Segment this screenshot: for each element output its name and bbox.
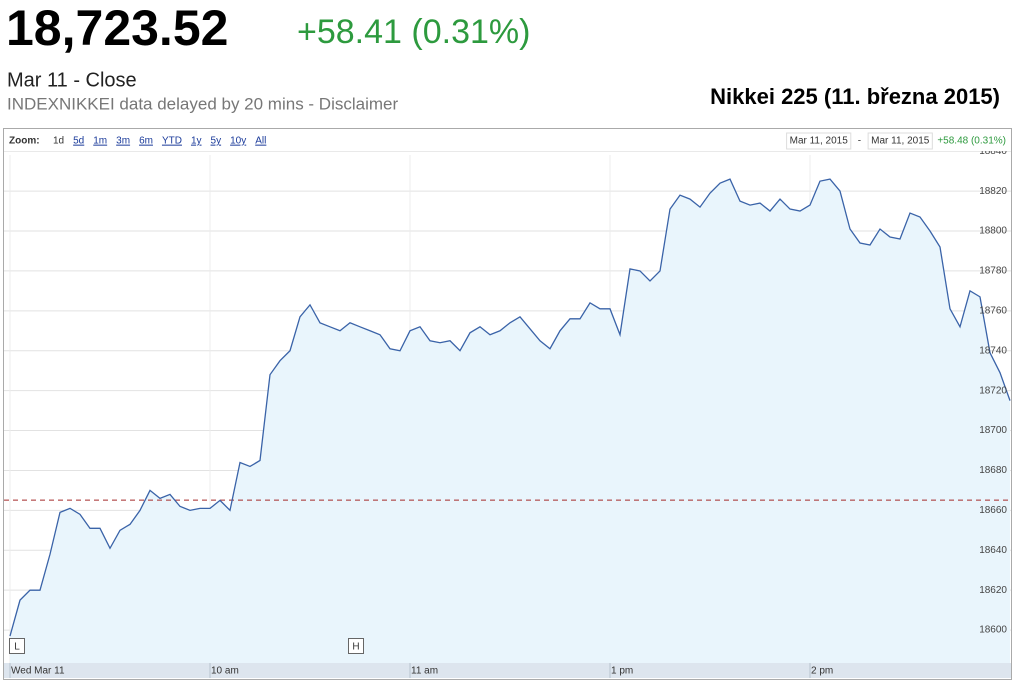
- range-separator: -: [858, 136, 861, 147]
- range-start[interactable]: Mar 11, 2015: [790, 136, 849, 147]
- x-tick-label: 2 pm: [811, 666, 833, 677]
- y-tick-label: 18820: [979, 186, 1007, 197]
- y-tick-label: 18760: [979, 305, 1007, 316]
- marker-label: H: [352, 642, 359, 653]
- y-tick-label: 18700: [979, 425, 1007, 436]
- toolbar: Zoom: 1d 5d 1m 3m 6m YTD 1y 5y 10y All +58.48 (0.31…: [4, 129, 1011, 151]
- zoom-option[interactable]: 10y: [230, 136, 246, 147]
- plot: 18600 18620 18640 18660 18680 18700 18720 18740…: [4, 146, 1011, 678]
- y-tick-label: 18620: [979, 585, 1007, 596]
- marker-label: L: [14, 642, 20, 653]
- toolbar-bg: [4, 129, 1011, 151]
- zoom-option[interactable]: YTD: [162, 136, 182, 147]
- y-tick-label: 18800: [979, 226, 1007, 237]
- zoom-label: Zoom:: [9, 136, 40, 147]
- x-axis-strip: [4, 663, 1011, 678]
- range-end[interactable]: Mar 11, 2015: [871, 136, 930, 147]
- zoom-option[interactable]: 1d: [53, 136, 64, 147]
- y-tick-label: 18740: [979, 345, 1007, 356]
- y-tick-label: 18840: [979, 146, 1007, 157]
- y-tick-label: 18780: [979, 266, 1007, 277]
- source-note: INDEXNIKKEI data delayed by 20 mins - Di…: [7, 94, 398, 113]
- zoom-option[interactable]: 5d: [73, 136, 84, 147]
- y-tick-label: 18660: [979, 505, 1007, 516]
- range-change: +58.48 (0.31%): [937, 136, 1006, 147]
- x-tick-label: 10 am: [211, 666, 239, 677]
- zoom-option[interactable]: All: [255, 136, 266, 147]
- price: 18,723.52: [6, 0, 228, 56]
- zoom-option[interactable]: 6m: [139, 136, 153, 147]
- zoom-option[interactable]: 1m: [93, 136, 107, 147]
- price-change: +58.41 (0.31%): [297, 13, 530, 51]
- x-tick-label: 1 pm: [611, 666, 633, 677]
- extreme-marker: L: [9, 638, 25, 654]
- zoom-option[interactable]: 5y: [211, 136, 222, 147]
- zoom-option[interactable]: 3m: [116, 136, 130, 147]
- y-tick-label: 18680: [979, 465, 1007, 476]
- marker-box: [9, 638, 25, 654]
- range-end-box: [867, 132, 933, 150]
- area-fill: [10, 179, 1010, 663]
- y-tick-label: 18600: [979, 625, 1007, 636]
- y-tick-label: 18640: [979, 545, 1007, 556]
- marker-box: [348, 638, 364, 654]
- x-tick-label: 11 am: [411, 666, 438, 677]
- extreme-marker: H: [348, 638, 364, 654]
- x-tick-label: Wed Mar 11: [11, 666, 65, 677]
- status: Mar 11 - Close: [7, 69, 137, 91]
- range-start-box: [786, 132, 852, 150]
- y-tick-label: 18720: [979, 385, 1007, 396]
- zoom-option[interactable]: 1y: [191, 136, 202, 147]
- price-line: [9, 178, 1011, 637]
- chart-title: Nikkei 225 (11. března 2015): [710, 84, 1000, 109]
